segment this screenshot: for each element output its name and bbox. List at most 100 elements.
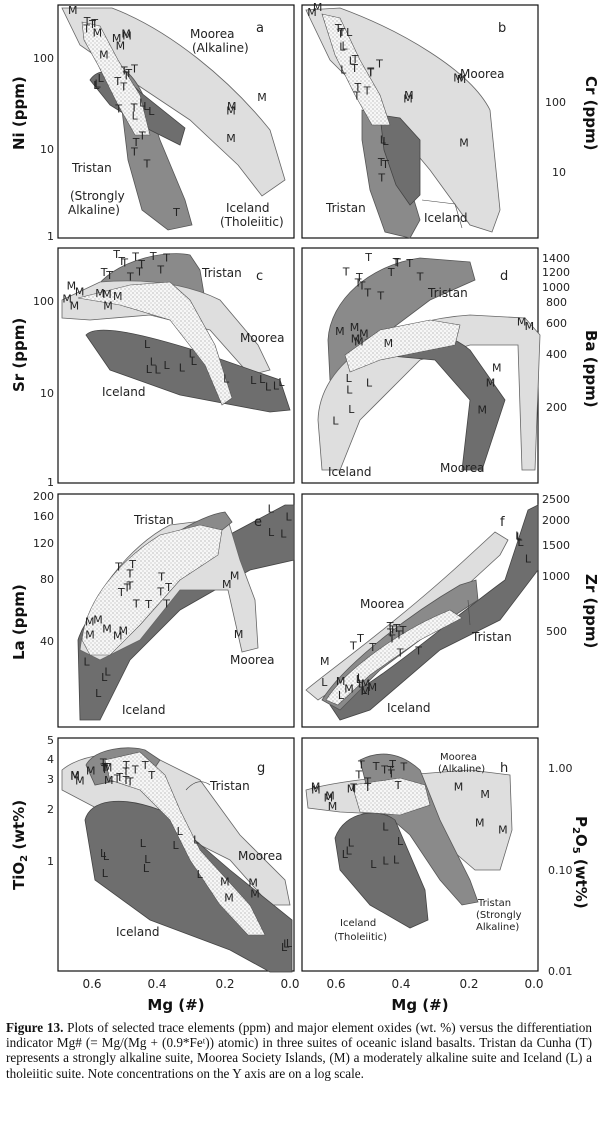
tick-d-1400: 1400	[542, 252, 570, 265]
sample-l-point: L	[517, 536, 524, 549]
sample-t-point: T	[349, 782, 357, 795]
left-y-ticks: 1 10 100 1 10 100 200 160 120 80 40 5 4 …	[33, 52, 54, 868]
tick-g-2: 2	[47, 803, 54, 816]
sample-m-point: M	[359, 328, 369, 341]
field-overlap	[321, 13, 391, 126]
sample-t-point: T	[354, 81, 362, 94]
sample-t-point: T	[120, 65, 128, 78]
sample-l-point: L	[393, 853, 400, 866]
sample-t-point: T	[126, 568, 134, 581]
tristan-leader	[467, 599, 471, 626]
sample-t-point: T	[405, 257, 413, 270]
sample-t-point: T	[363, 286, 371, 299]
sample-l-point: L	[103, 850, 110, 863]
sample-t-point: T	[372, 760, 380, 773]
sample-t-point: T	[338, 26, 346, 39]
tick-g-4: 4	[47, 753, 54, 766]
sample-t-point: T	[394, 779, 402, 792]
caption-label: Figure 13.	[6, 1020, 64, 1035]
xlabel-right: Mg (#)	[391, 996, 448, 1014]
sample-t-point: T	[114, 561, 122, 574]
sample-l-point: L	[515, 530, 522, 543]
sample-m-point: M	[226, 132, 236, 145]
sample-l-point: L	[358, 677, 365, 690]
ylabel-p2o5: P2O5 (wt%)	[570, 816, 590, 909]
sample-t-point: T	[393, 257, 401, 270]
sample-m-point: M	[248, 877, 258, 890]
label-tristan: Tristan	[477, 898, 511, 909]
label-moorea: Moorea	[240, 331, 284, 345]
field-overlap	[77, 281, 233, 406]
sample-t-point: T	[387, 768, 395, 781]
label-alkaline: (Alkaline)	[192, 41, 249, 55]
label-moorea: Moorea	[460, 67, 504, 81]
sample-l-point: L	[342, 39, 349, 52]
sample-t-point: T	[141, 759, 149, 772]
sample-t-point: T	[368, 641, 376, 654]
field-moorea	[305, 531, 509, 701]
panel-b-frame	[301, 4, 539, 239]
tick-e-40: 40	[40, 635, 54, 648]
sample-t-point: T	[351, 53, 359, 66]
sample-t-point: T	[105, 269, 113, 282]
sample-t-point: T	[100, 763, 108, 776]
tick-a-100: 100	[33, 52, 54, 65]
sample-t-point: T	[375, 58, 383, 71]
tick-e-200: 200	[33, 490, 54, 503]
sample-t-point: T	[82, 23, 90, 36]
sample-l-point: L	[286, 937, 293, 950]
sample-l-point: L	[382, 855, 389, 868]
sample-t-point: T	[355, 271, 363, 284]
label-iceland: Iceland	[424, 211, 467, 225]
sample-m-point: M	[104, 774, 114, 787]
sample-l-point: L	[250, 374, 257, 387]
label-moorea: Moorea	[238, 849, 282, 863]
panel-h-letter: h	[500, 761, 508, 776]
sample-m-point: M	[478, 404, 488, 417]
field-overlap	[81, 21, 151, 136]
ylabel-ba: Ba (ppm)	[582, 330, 598, 408]
sample-l-point: L	[397, 835, 404, 848]
sample-m-point: M	[403, 92, 413, 105]
sample-m-point: M	[70, 300, 80, 313]
panel-b	[305, 7, 501, 239]
caption-text: Plots of selected trace elements (ppm) a…	[6, 1020, 592, 1081]
sample-m-point: M	[86, 765, 96, 778]
sample-m-point: M	[93, 27, 103, 40]
sample-t-point: T	[377, 156, 385, 169]
sample-m-point: M	[311, 781, 321, 794]
sample-m-point: M	[116, 40, 126, 53]
field-overlap	[351, 777, 431, 816]
sample-m-point: M	[361, 685, 371, 698]
sample-t-point: T	[122, 759, 130, 772]
sample-l-point: L	[339, 41, 346, 54]
ylabel-cr: Cr (ppm)	[582, 76, 598, 150]
sample-l-point: L	[179, 362, 186, 375]
sample-t-point: T	[386, 620, 394, 633]
sample-l-point: L	[348, 403, 355, 416]
sample-m-point: M	[404, 89, 414, 102]
sample-l-point: L	[144, 338, 151, 351]
sample-m-point: M	[336, 675, 346, 688]
label-tristan: Tristan	[427, 286, 468, 300]
sample-t-point: T	[126, 579, 134, 592]
sample-l-point: L	[197, 868, 204, 881]
sample-t-point: T	[388, 758, 396, 771]
tick-b-10: 10	[552, 166, 566, 179]
sample-l-point: L	[340, 63, 347, 76]
sample-m-point: M	[75, 285, 85, 298]
sample-m-point: M	[257, 91, 267, 104]
label-iceland: Iceland	[116, 925, 159, 939]
xtick-h-0.6: 0.6	[326, 977, 345, 991]
sample-m-point: M	[344, 682, 354, 695]
sample-l-point: L	[382, 135, 389, 148]
sample-t-point: T	[114, 102, 122, 115]
tick-f-2500: 2500	[542, 493, 570, 506]
sample-m-point: M	[85, 616, 95, 629]
sample-m-point: M	[325, 790, 335, 803]
panel-f-frame	[301, 493, 539, 728]
sample-m-point: M	[62, 292, 72, 305]
x-titles: Mg (#) Mg (#)	[147, 996, 448, 1014]
sample-m-point: M	[85, 628, 95, 641]
